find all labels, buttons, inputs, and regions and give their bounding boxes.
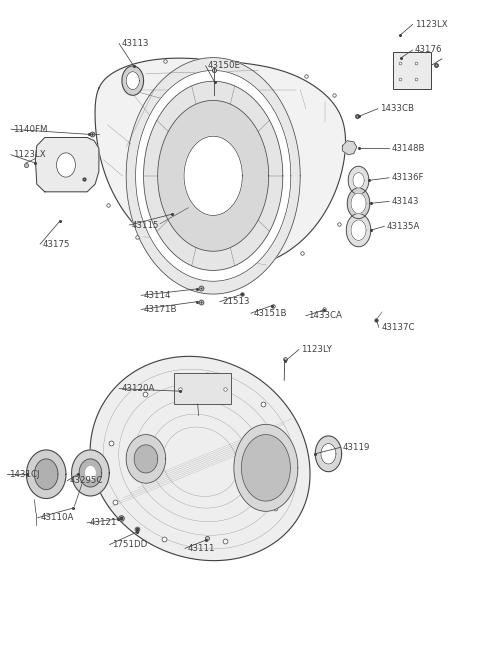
Polygon shape	[158, 100, 269, 251]
Text: 1433CB: 1433CB	[380, 104, 414, 113]
Text: 1431CJ: 1431CJ	[10, 469, 40, 479]
Polygon shape	[351, 220, 366, 241]
Polygon shape	[122, 66, 144, 95]
Polygon shape	[36, 138, 99, 192]
Polygon shape	[86, 467, 95, 479]
Polygon shape	[353, 173, 364, 188]
Ellipse shape	[57, 153, 75, 177]
Polygon shape	[95, 58, 346, 269]
Polygon shape	[347, 188, 370, 218]
Polygon shape	[321, 443, 336, 464]
Polygon shape	[348, 166, 369, 194]
Polygon shape	[343, 141, 357, 155]
Text: 1123LY: 1123LY	[301, 345, 332, 354]
Text: 1433CA: 1433CA	[308, 311, 342, 320]
Polygon shape	[134, 445, 157, 473]
Text: 43148B: 43148B	[392, 144, 425, 153]
Polygon shape	[126, 435, 166, 483]
Text: 43113: 43113	[121, 39, 149, 48]
Text: 1123LX: 1123LX	[13, 150, 46, 159]
Text: 43136F: 43136F	[392, 173, 424, 183]
Polygon shape	[26, 450, 66, 499]
Text: 43176: 43176	[415, 46, 443, 55]
Text: 43121: 43121	[89, 518, 117, 527]
Polygon shape	[135, 70, 291, 281]
Bar	[174, 374, 230, 404]
Polygon shape	[79, 459, 102, 487]
Polygon shape	[315, 436, 342, 471]
Polygon shape	[126, 72, 139, 89]
Text: 1123LX: 1123LX	[415, 20, 448, 29]
Polygon shape	[241, 435, 290, 501]
Text: 43137C: 43137C	[381, 323, 415, 332]
Text: 43120A: 43120A	[121, 384, 155, 393]
Text: 43111: 43111	[187, 544, 215, 553]
Text: 43115: 43115	[132, 220, 159, 230]
Text: 43119: 43119	[343, 443, 370, 452]
Text: 43171B: 43171B	[144, 305, 177, 314]
Polygon shape	[126, 57, 300, 294]
Text: 21513: 21513	[222, 297, 250, 306]
Text: 43143: 43143	[392, 197, 419, 206]
Text: 43151B: 43151B	[253, 308, 287, 318]
Polygon shape	[234, 424, 298, 511]
Bar	[393, 52, 432, 89]
Text: 1140FM: 1140FM	[13, 125, 48, 134]
Text: 43295C: 43295C	[70, 476, 103, 485]
Text: 43110A: 43110A	[40, 513, 73, 522]
Text: 43135A: 43135A	[387, 222, 420, 231]
Polygon shape	[184, 136, 242, 215]
Polygon shape	[346, 214, 371, 246]
Text: 1751DD: 1751DD	[112, 540, 147, 549]
Polygon shape	[35, 459, 58, 490]
Text: 43114: 43114	[144, 291, 171, 300]
Polygon shape	[72, 450, 109, 496]
Polygon shape	[90, 357, 310, 561]
Text: 43150E: 43150E	[208, 61, 241, 70]
Polygon shape	[351, 193, 366, 214]
Text: 43175: 43175	[42, 240, 70, 248]
Polygon shape	[144, 82, 283, 271]
